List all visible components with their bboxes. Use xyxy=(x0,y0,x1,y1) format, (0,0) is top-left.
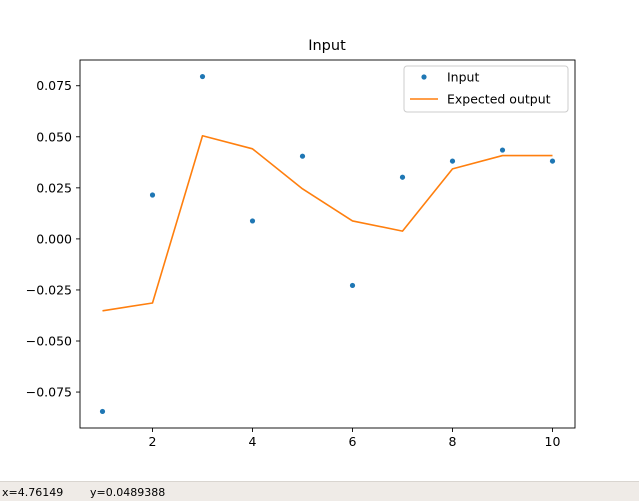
data-point-input xyxy=(299,153,306,159)
x-tick-label: 8 xyxy=(449,434,457,449)
y-tick-label: −0.075 xyxy=(26,385,72,400)
data-point-input xyxy=(149,192,156,198)
y-tick-label: 0.025 xyxy=(36,180,72,195)
data-point-input xyxy=(549,158,556,164)
y-tick-label: 0.050 xyxy=(36,129,72,144)
legend-label: Input xyxy=(447,70,479,85)
figure-canvas[interactable]: 2 4 6 8 10 −0.075 −0.050 −0.025 0.000 0.025 0.050 0… xyxy=(0,0,639,481)
x-tick-label: 10 xyxy=(545,434,561,449)
y-tick-label: −0.050 xyxy=(26,334,72,349)
data-point-input xyxy=(499,147,506,153)
data-point-input xyxy=(399,174,406,180)
data-point-input xyxy=(99,408,106,415)
x-coordinate-readout: x=4.76149 xyxy=(2,486,64,499)
x-tick-label: 4 xyxy=(249,434,257,449)
x-tick-label: 2 xyxy=(149,434,157,449)
status-bar: x=4.76149 y=0.0489388 xyxy=(0,481,639,501)
legend-label: Expected output xyxy=(447,92,551,107)
legend-swatch-input xyxy=(421,74,427,80)
chart: 2 4 6 8 10 −0.075 −0.050 −0.025 0.000 0.025 0.050 0… xyxy=(26,38,576,449)
chart-title: Input xyxy=(308,38,346,54)
axes-frame xyxy=(79,59,576,429)
data-point-input xyxy=(449,158,456,164)
data-point-input xyxy=(349,282,356,289)
data-point-input xyxy=(249,218,256,224)
series-line-expected-output xyxy=(102,134,553,312)
y-coordinate-readout: y=0.0489388 xyxy=(90,486,166,499)
legend-box xyxy=(403,65,569,113)
y-tick-label: −0.025 xyxy=(26,282,72,297)
x-tick-label: 6 xyxy=(349,434,357,449)
y-tick-label: 0.075 xyxy=(36,78,72,93)
legend: Input Expected output xyxy=(403,65,569,113)
y-tick-label: 0.000 xyxy=(36,231,72,246)
data-point-input xyxy=(199,73,206,80)
